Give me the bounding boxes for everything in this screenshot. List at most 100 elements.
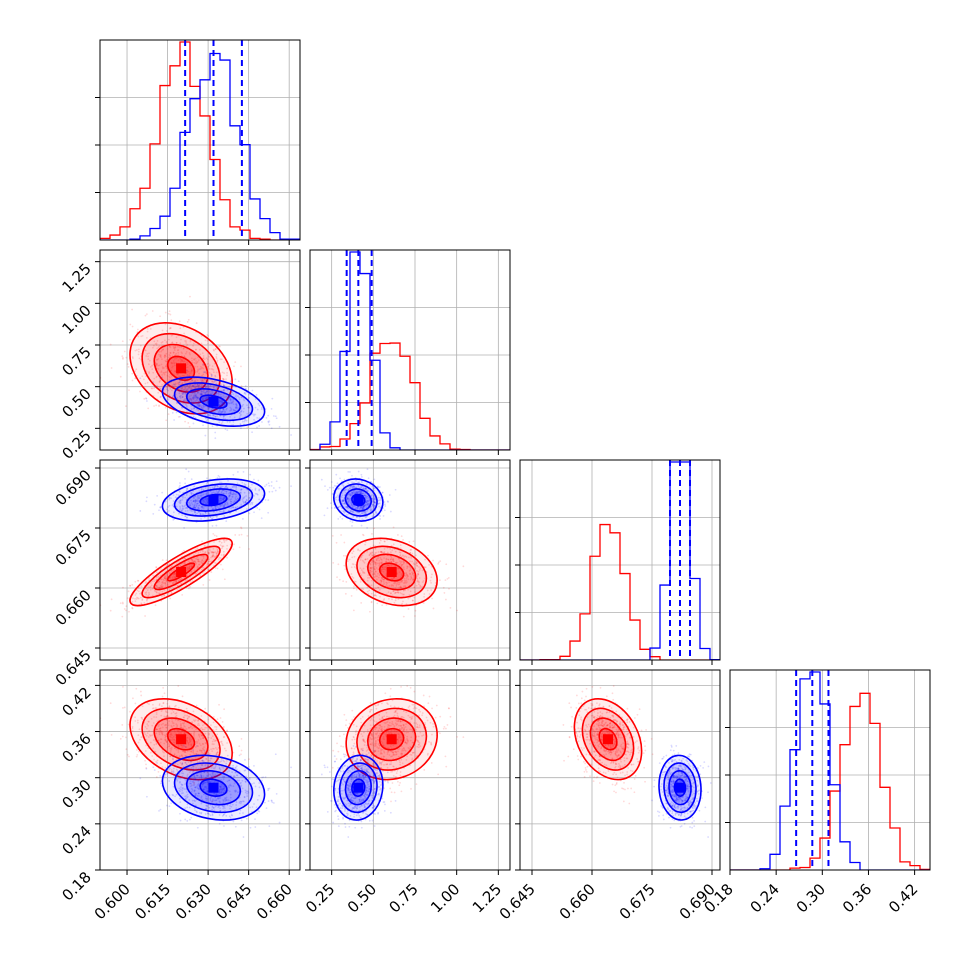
sample-point — [202, 498, 205, 501]
sample-point — [399, 547, 402, 550]
sample-point — [154, 342, 157, 345]
sample-point — [462, 565, 465, 568]
sample-point — [348, 498, 351, 501]
sample-point — [109, 609, 112, 612]
sample-point — [146, 381, 149, 384]
sample-point — [169, 576, 171, 579]
sample-point — [218, 421, 221, 424]
sample-point — [397, 567, 400, 570]
sample-point — [139, 377, 142, 380]
sample-point — [368, 499, 371, 502]
sample-point — [194, 400, 197, 402]
sample-point — [180, 509, 183, 512]
sample-point — [222, 504, 225, 507]
sample-point — [189, 339, 192, 342]
sample-point — [121, 355, 124, 358]
sample-point — [229, 409, 231, 412]
sample-point — [148, 586, 151, 589]
sample-point — [179, 507, 182, 509]
sample-point — [183, 355, 186, 358]
sample-point — [427, 554, 429, 557]
sample-point — [422, 602, 425, 605]
sample-point — [194, 383, 196, 386]
sample-point — [146, 353, 149, 355]
sample-point — [402, 560, 405, 563]
sample-point — [190, 565, 193, 568]
sample-point — [219, 405, 222, 408]
sample-point — [332, 561, 335, 564]
sample-point — [191, 385, 194, 387]
sample-point — [235, 493, 237, 496]
sample-point — [148, 372, 151, 375]
sample-point — [173, 364, 176, 367]
sample-point — [426, 589, 429, 592]
sample-point — [171, 384, 174, 387]
sample-point — [209, 516, 212, 519]
sample-point — [181, 495, 184, 498]
sample-point — [225, 408, 228, 411]
sample-point — [350, 566, 353, 569]
sample-point — [223, 389, 226, 392]
sample-point — [193, 358, 195, 361]
sample-point — [370, 600, 373, 603]
sample-point — [202, 364, 205, 367]
sample-point — [167, 312, 170, 315]
sample-point — [163, 373, 166, 376]
sample-point — [233, 500, 236, 502]
sample-point — [188, 386, 191, 389]
sample-point — [228, 495, 231, 498]
sample-point — [219, 345, 221, 348]
sample-point — [235, 392, 238, 395]
sample-point — [158, 580, 160, 583]
sample-point — [207, 511, 210, 514]
sample-point — [239, 414, 242, 417]
sample-point — [347, 489, 350, 492]
sample-point — [214, 551, 216, 553]
sample-point — [205, 498, 208, 500]
sample-point — [405, 571, 408, 574]
sample-point — [373, 568, 376, 571]
sample-point — [363, 494, 366, 497]
sample-point — [165, 341, 168, 344]
sample-point — [185, 574, 188, 577]
sample-point — [220, 404, 223, 407]
sample-point — [184, 496, 186, 499]
sample-point — [194, 500, 197, 503]
sample-point — [202, 557, 205, 559]
sample-point — [185, 389, 187, 392]
sample-point — [200, 405, 202, 408]
sample-point — [155, 571, 158, 574]
sample-point — [240, 365, 242, 368]
sample-point — [415, 554, 417, 557]
sample-point — [234, 534, 237, 536]
sample-point — [410, 577, 413, 580]
sample-point — [256, 426, 258, 429]
sample-point — [230, 391, 233, 394]
sample-point — [354, 492, 357, 495]
sample-point — [199, 365, 202, 368]
sample-point — [207, 560, 210, 563]
panel-border — [99, 459, 301, 661]
sample-point — [380, 576, 383, 579]
sample-point — [201, 379, 204, 381]
sample-point — [165, 577, 168, 580]
sample-point — [183, 402, 186, 405]
sample-point — [378, 588, 381, 591]
sample-point — [160, 371, 163, 374]
sample-point — [179, 342, 182, 345]
sample-point — [182, 393, 184, 396]
sample-point — [191, 369, 193, 372]
sample-point — [125, 748, 128, 751]
sample-point — [183, 332, 185, 335]
sample-point — [430, 581, 432, 584]
sample-point — [160, 586, 163, 589]
sample-point — [163, 576, 166, 579]
panel-border — [729, 669, 931, 871]
sample-point — [217, 474, 220, 477]
sample-point — [219, 540, 221, 543]
sample-point — [206, 333, 209, 336]
sample-point — [179, 564, 182, 567]
sample-point — [155, 584, 158, 587]
sample-point — [400, 565, 403, 567]
sample-point — [175, 336, 178, 339]
